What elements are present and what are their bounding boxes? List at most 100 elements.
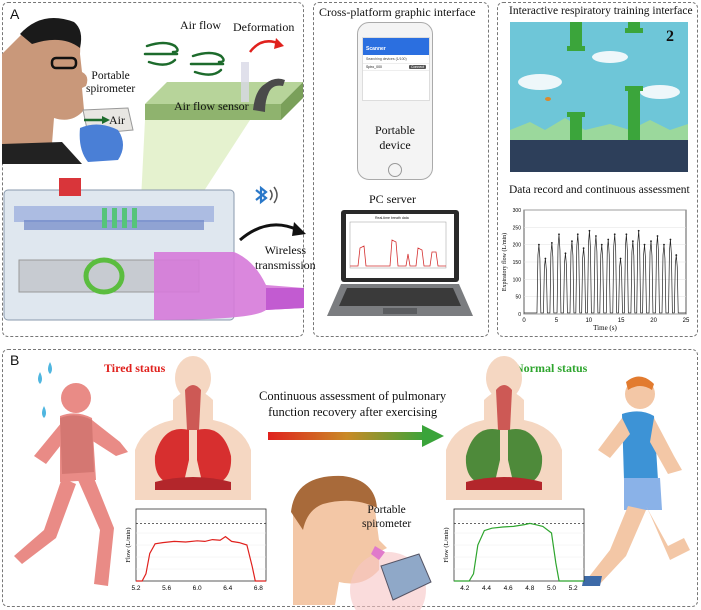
wireless-transmission-label: Wireless transmission [255,243,316,272]
phone-device-item[interactable]: Spiro_000 Connect [363,63,429,71]
record-peak-point [600,243,603,246]
record-peak-point [613,233,616,236]
smartphone: Scanner Searching devices (1/100) Spiro_… [357,22,433,180]
panel-b-letter: B [10,352,20,368]
record-peak-point [595,235,597,237]
air-arrow [84,116,110,124]
record-x-tick: 15 [618,318,625,324]
tired-status-label: Tired status [104,361,166,375]
air-label: Air [109,113,125,127]
normal-lungs [446,356,562,500]
record-peak-point [550,242,553,244]
recovery-arrow [268,425,444,447]
record-peak-point [656,235,659,237]
record-peak-point [582,247,585,250]
record-y-tick: 0 [518,312,521,318]
person-illustration [2,18,88,164]
tired-series-line [136,535,266,582]
record-x-tick: 25 [683,318,690,324]
panel-a-middle [313,2,489,337]
normal-x-tick: 5.2 [569,585,578,592]
record-peak-point [625,233,628,236]
normal-x-tick: 4.6 [504,585,513,592]
portable-spirometer-label-b: Portable spirometer [362,504,412,530]
wireless-arrow [239,222,306,242]
record-peak-point [607,238,610,241]
monitor-title: Real-time breath data [375,216,409,220]
tired-x-tick: 5.2 [131,585,140,592]
phone-home-button [388,163,402,177]
record-peak-point [571,240,573,243]
normal-x-tick: 4.2 [460,585,469,592]
normal-x-tick: 5.0 [547,585,556,592]
air-flow-label: Air flow [180,18,221,32]
record-x-label: Time (s) [593,324,617,332]
deformation-arrow [249,38,284,53]
record-peak-point [643,243,646,246]
child-with-spirometer [291,475,432,610]
air-flow-sensor-label: Air flow sensor [174,99,249,113]
phone-app-sub: Searching devices (1/100) [366,57,407,61]
portable-device-label: Portable device [375,123,415,152]
normal-y-label: Flow (L/min) [443,527,450,562]
record-x-tick: 0 [522,318,526,324]
normal-x-tick: 4.8 [525,585,534,592]
record-y-tick: 200 [513,243,522,249]
cross-platform-title: Cross-platform graphic interface [319,5,476,19]
record-peak-point [576,233,579,236]
record-x-tick: 5 [555,318,559,324]
recovery-caption: Continuous assessment of pulmonary funct… [259,389,447,419]
tired-x-tick: 6.8 [254,585,263,592]
record-peak-point [637,229,640,232]
record-peak-point [669,238,672,241]
phone-screen: Scanner Searching devices (1/100) Spiro_… [362,37,430,101]
normal-series-line [454,522,584,582]
record-series-line [524,230,686,314]
record-peak-point [558,233,560,236]
panel-a-letter: A [10,6,20,22]
record-x-tick: 10 [585,318,592,324]
tired-x-tick: 5.6 [162,585,171,592]
tired-lungs [135,356,251,500]
record-peak-point [619,257,622,260]
panel-a-right [497,2,698,337]
air-flow-icon [143,41,225,76]
monitor-trace [349,221,447,269]
game-screen: 2 [510,22,688,172]
phone-device-name: Spiro_000 [366,65,382,69]
tired-runner [14,362,128,586]
record-peak-point [564,252,567,255]
tired-flow-chart: 5.2 5.6 6.0 6.4 6.8 Flow (L/min) [125,508,267,592]
record-peak-point [588,229,591,232]
record-y-tick: 150 [513,260,522,266]
record-peak-point [538,243,540,246]
record-peak-point [544,257,547,260]
tired-x-tick: 6.0 [193,585,202,592]
record-peak-point [663,243,665,246]
record-peak-point [650,240,652,243]
air-flow-sensor [145,62,303,120]
record-y-tick: 100 [513,277,522,283]
record-peak-point [675,254,678,256]
portable-spirometer-label-a: Portable spirometer [86,70,136,95]
record-y-tick: 50 [515,295,521,301]
record-y-tick: 250 [513,225,522,231]
deformation-label: Deformation [233,20,295,34]
game-scene [510,22,688,172]
record-x-tick: 20 [650,318,657,324]
record-y-label: Expiratory flow (L/min) [501,233,508,291]
laptop [327,210,473,316]
tired-x-tick: 6.4 [223,585,232,592]
bluetooth-icon [255,185,278,205]
normal-status-label: Normal status [515,361,588,375]
record-y-tick: 300 [513,208,522,214]
spirometer-device-render [3,178,304,321]
phone-app-header: Scanner [363,38,429,55]
tired-y-label: Flow (L/min) [125,527,132,562]
record-title: Data record and continuous assessment [509,184,690,196]
game-score: 2 [666,28,674,45]
record-chart: 0 50 100 150 200 250 300 0 5 10 15 20 25 Time (s) Expi… [501,208,690,332]
phone-connect-button[interactable]: Connect [408,65,426,69]
record-peak-point [631,240,634,243]
game-title: Interactive respiratory training interfa… [509,5,693,17]
